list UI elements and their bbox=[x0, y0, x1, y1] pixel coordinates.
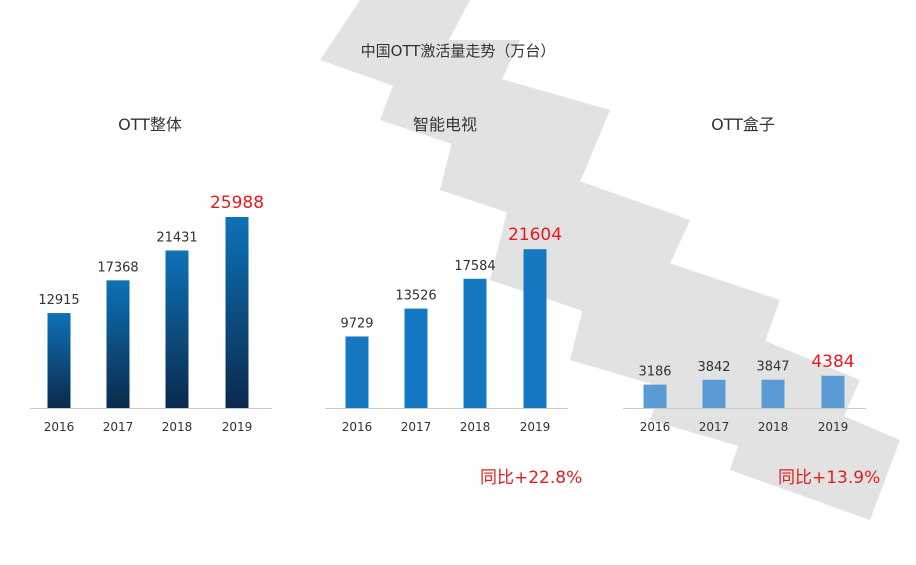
bar-2018 bbox=[463, 278, 487, 408]
yoy-annotation-ott-box: 同比+13.9% bbox=[778, 468, 881, 488]
x-tick-label: 2019 bbox=[818, 420, 849, 434]
data-label: 12915 bbox=[38, 293, 79, 308]
x-tick-label: 2017 bbox=[699, 420, 730, 434]
x-tick-label: 2016 bbox=[44, 420, 75, 434]
bar-2019 bbox=[821, 375, 845, 408]
data-label: 21431 bbox=[156, 230, 197, 245]
bar-2019 bbox=[225, 216, 249, 408]
x-tick-label: 2018 bbox=[162, 420, 193, 434]
bar-2016 bbox=[345, 336, 369, 408]
data-label: 3186 bbox=[638, 365, 671, 380]
yoy-annotation-smart-tv: 同比+22.8% bbox=[480, 468, 583, 488]
bar-2018 bbox=[165, 250, 189, 408]
panel-title-ott-box: OTT盒子 bbox=[711, 115, 775, 134]
data-label: 3847 bbox=[756, 360, 789, 375]
bar-2016 bbox=[643, 384, 667, 408]
bar-2019 bbox=[523, 249, 547, 408]
bar-2017 bbox=[404, 308, 428, 408]
x-tick-label: 2019 bbox=[520, 420, 551, 434]
data-label: 4384 bbox=[811, 352, 854, 372]
data-label: 17368 bbox=[97, 260, 138, 275]
data-label: 9729 bbox=[340, 316, 373, 331]
x-tick-label: 2017 bbox=[103, 420, 134, 434]
chart-main-title: 中国OTT激活量走势（万台） bbox=[360, 42, 556, 60]
bar-2018 bbox=[761, 379, 785, 408]
data-label: 13526 bbox=[395, 289, 436, 304]
data-label: 17584 bbox=[454, 259, 495, 274]
x-tick-label: 2018 bbox=[758, 420, 789, 434]
data-label: 21604 bbox=[508, 225, 562, 245]
x-tick-label: 2016 bbox=[342, 420, 373, 434]
bar-2017 bbox=[106, 280, 130, 408]
x-tick-label: 2016 bbox=[640, 420, 671, 434]
x-tick-label: 2017 bbox=[401, 420, 432, 434]
x-tick-label: 2019 bbox=[222, 420, 253, 434]
x-tick-label: 2018 bbox=[460, 420, 491, 434]
data-label: 25988 bbox=[210, 193, 264, 213]
data-label: 3842 bbox=[697, 360, 730, 375]
bar-2017 bbox=[702, 379, 726, 408]
panel-title-ott-total: OTT整体 bbox=[118, 115, 182, 134]
panel-title-smart-tv: 智能电视 bbox=[412, 115, 477, 134]
bar-2016 bbox=[47, 313, 71, 408]
